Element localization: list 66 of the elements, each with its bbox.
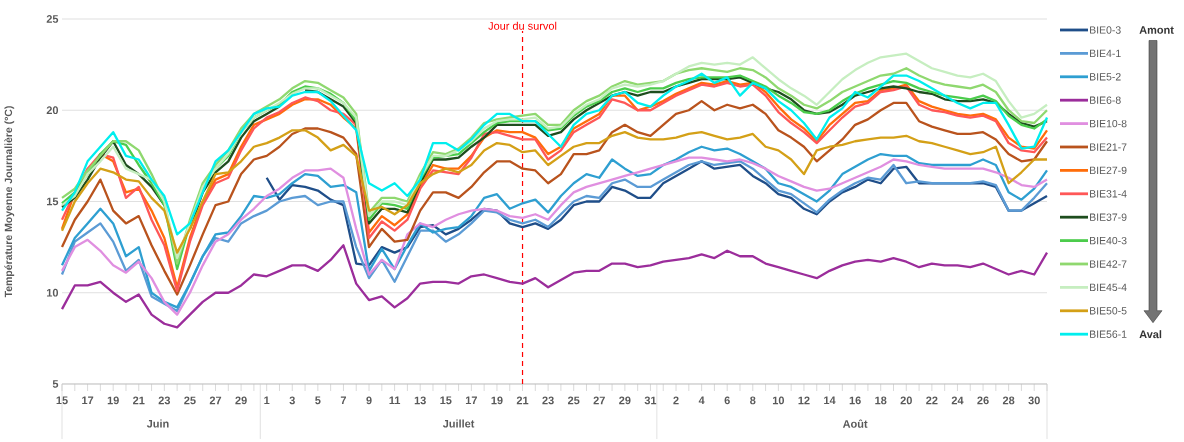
x-tick-label: 15: [440, 396, 452, 405]
text: Amont: [1139, 26, 1174, 34]
x-tick-label: 16: [849, 396, 861, 405]
y-tick-label: 15: [46, 197, 59, 206]
x-tick-label: 23: [542, 396, 554, 405]
x-tick-label: 30: [1028, 396, 1040, 405]
x-tick-label: 25: [184, 396, 196, 405]
legend-label: BIE50-5: [1090, 307, 1127, 315]
legend-label: BIE0-3: [1090, 26, 1121, 34]
y-axis-title: Température Moyenne Journalière (°C): [4, 106, 15, 298]
x-tick-label: 23: [158, 396, 171, 405]
text: Août: [842, 419, 868, 428]
legend-label: BIE31-4: [1090, 190, 1127, 198]
x-tick-label: 13: [414, 396, 426, 405]
text: Aval: [1139, 330, 1162, 339]
x-tick-label: 17: [82, 396, 94, 405]
x-tick-label: 11: [389, 396, 401, 405]
line-series: [60, 244, 1049, 329]
x-tick-label: 24: [951, 396, 964, 405]
x-tick-label: 29: [619, 396, 631, 405]
x-tick-label: 7: [340, 396, 346, 405]
x-tick-label: 21: [133, 396, 145, 405]
x-tick-label: 28: [1002, 396, 1015, 405]
x-tick-label: 4: [698, 396, 705, 405]
y-tick-label: 10: [46, 288, 59, 297]
legend-label: BIE56-1: [1090, 330, 1127, 338]
x-tick-label: 25: [567, 396, 580, 405]
y-tick-label: 5: [52, 380, 59, 388]
legend-label: BIE6-8: [1090, 96, 1121, 104]
x-tick-label: 9: [366, 396, 372, 405]
x-tick-label: 17: [465, 396, 477, 405]
x-tick-label: 10: [772, 396, 785, 405]
x-tick-label: 31: [644, 396, 657, 405]
text: Juin: [146, 419, 169, 428]
x-tick-label: 20: [900, 396, 912, 405]
text: Juillet: [442, 419, 475, 428]
legend-label: BIE21-7: [1090, 143, 1127, 151]
x-tick-label: 19: [491, 396, 503, 405]
legend-label: BIE37-9: [1090, 213, 1127, 221]
x-tick-label: 5: [315, 396, 321, 405]
x-tick-label: 27: [209, 396, 222, 405]
x-tick-label: 27: [593, 396, 605, 405]
x-tick-label: 19: [107, 396, 119, 405]
x-tick-label: 22: [926, 396, 938, 405]
x-tick-label: 26: [977, 396, 989, 405]
x-tick-label: 3: [289, 396, 295, 405]
ref-line-label: Jour du survol: [488, 21, 557, 30]
y-tick-label: 20: [46, 106, 59, 115]
legend-label: BIE4-1: [1090, 49, 1121, 57]
legend-label: BIE10-8: [1090, 119, 1127, 128]
x-tick-label: 14: [824, 396, 836, 405]
y-tick-label: 25: [46, 15, 59, 23]
x-tick-label: 6: [724, 396, 730, 405]
x-tick-label: 12: [798, 396, 810, 405]
x-tick-label: 21: [516, 396, 529, 405]
x-tick-label: 1: [264, 396, 270, 405]
x-tick-label: 18: [875, 396, 887, 405]
x-tick-label: 2: [673, 396, 679, 405]
x-tick-label: 29: [235, 396, 247, 405]
legend-label: BIE5-2: [1090, 73, 1121, 81]
legend-label: BIE42-7: [1090, 260, 1127, 268]
legend-label: BIE27-9: [1090, 166, 1127, 175]
x-tick-label: 15: [56, 396, 68, 405]
legend-label: BIE45-4: [1090, 283, 1127, 292]
legend-label: BIE40-3: [1090, 236, 1127, 245]
x-tick-label: 8: [750, 396, 756, 405]
